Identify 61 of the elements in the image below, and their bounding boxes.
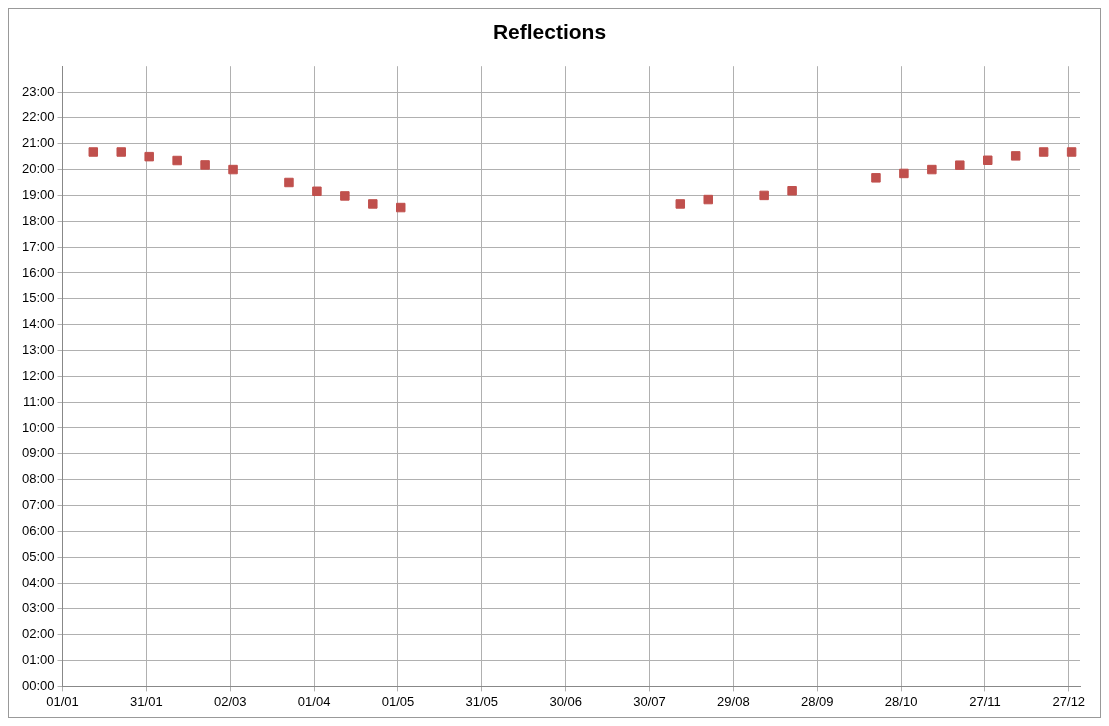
y-tick-label: 01:00 xyxy=(21,652,55,668)
y-tick-label: 12:00 xyxy=(21,367,55,383)
y-tick-label: 08:00 xyxy=(21,471,55,487)
x-tick-label: 02/03 xyxy=(213,693,247,709)
x-tick-label: 31/05 xyxy=(465,693,499,709)
x-tick-label: 01/04 xyxy=(297,693,331,709)
point xyxy=(871,173,881,183)
x-tick-label: 30/06 xyxy=(549,693,582,709)
y-tick-label: 10:00 xyxy=(21,419,55,435)
y-tick-label: 18:00 xyxy=(21,212,55,228)
x-tick-label: 30/07 xyxy=(633,693,666,709)
y-tick-label: 22:00 xyxy=(21,109,55,125)
x-tick-label: 27/12 xyxy=(1052,693,1086,709)
y-tick-label: 05:00 xyxy=(21,548,55,564)
point xyxy=(787,186,797,196)
x-tick-label: 29/08 xyxy=(717,693,750,709)
y-tick-label: 21:00 xyxy=(21,135,55,151)
point xyxy=(396,202,406,213)
y-tick-label: 16:00 xyxy=(21,264,55,280)
point xyxy=(983,155,993,166)
y-tick-label: 00:00 xyxy=(21,677,55,693)
y-tick-label: 14:00 xyxy=(21,316,55,332)
y-tick-label: 07:00 xyxy=(21,497,55,513)
y-tick-label: 09:00 xyxy=(21,445,55,461)
x-tick-label: 01/01 xyxy=(46,693,79,709)
y-tick-label: 06:00 xyxy=(21,522,55,538)
x-tick-label: 01/05 xyxy=(381,693,415,709)
point xyxy=(703,194,713,205)
point xyxy=(228,164,238,175)
point xyxy=(1010,151,1021,161)
y-tick-label: 04:00 xyxy=(21,574,55,590)
point xyxy=(759,190,769,201)
point xyxy=(312,186,322,197)
chart-title: Reflections xyxy=(492,20,607,44)
y-tick-label: 11:00 xyxy=(22,393,55,409)
y-tick-label: 19:00 xyxy=(21,186,55,202)
y-tick-label: 13:00 xyxy=(21,342,55,358)
point xyxy=(172,155,182,166)
point xyxy=(144,151,154,162)
point xyxy=(284,177,294,188)
y-tick-label: 23:00 xyxy=(21,83,55,99)
x-tick-label: 28/10 xyxy=(884,693,918,709)
x-tick-label: 27/11 xyxy=(969,693,1001,709)
x-tick-label: 28/09 xyxy=(800,693,834,709)
point xyxy=(88,147,99,157)
point xyxy=(927,164,937,175)
x-tick-label: 31/01 xyxy=(130,693,163,709)
y-tick-label: 02:00 xyxy=(21,626,55,642)
y-tick-label: 15:00 xyxy=(21,290,55,306)
y-tick-label: 17:00 xyxy=(21,238,55,254)
point xyxy=(899,168,909,179)
point xyxy=(340,191,350,201)
y-tick-label: 20:00 xyxy=(21,161,55,177)
point xyxy=(368,199,378,209)
point xyxy=(1038,147,1049,157)
point xyxy=(955,160,965,170)
point xyxy=(116,147,126,157)
point xyxy=(1066,147,1077,157)
point xyxy=(675,199,686,209)
y-tick-label: 03:00 xyxy=(21,600,55,616)
point xyxy=(200,160,210,170)
